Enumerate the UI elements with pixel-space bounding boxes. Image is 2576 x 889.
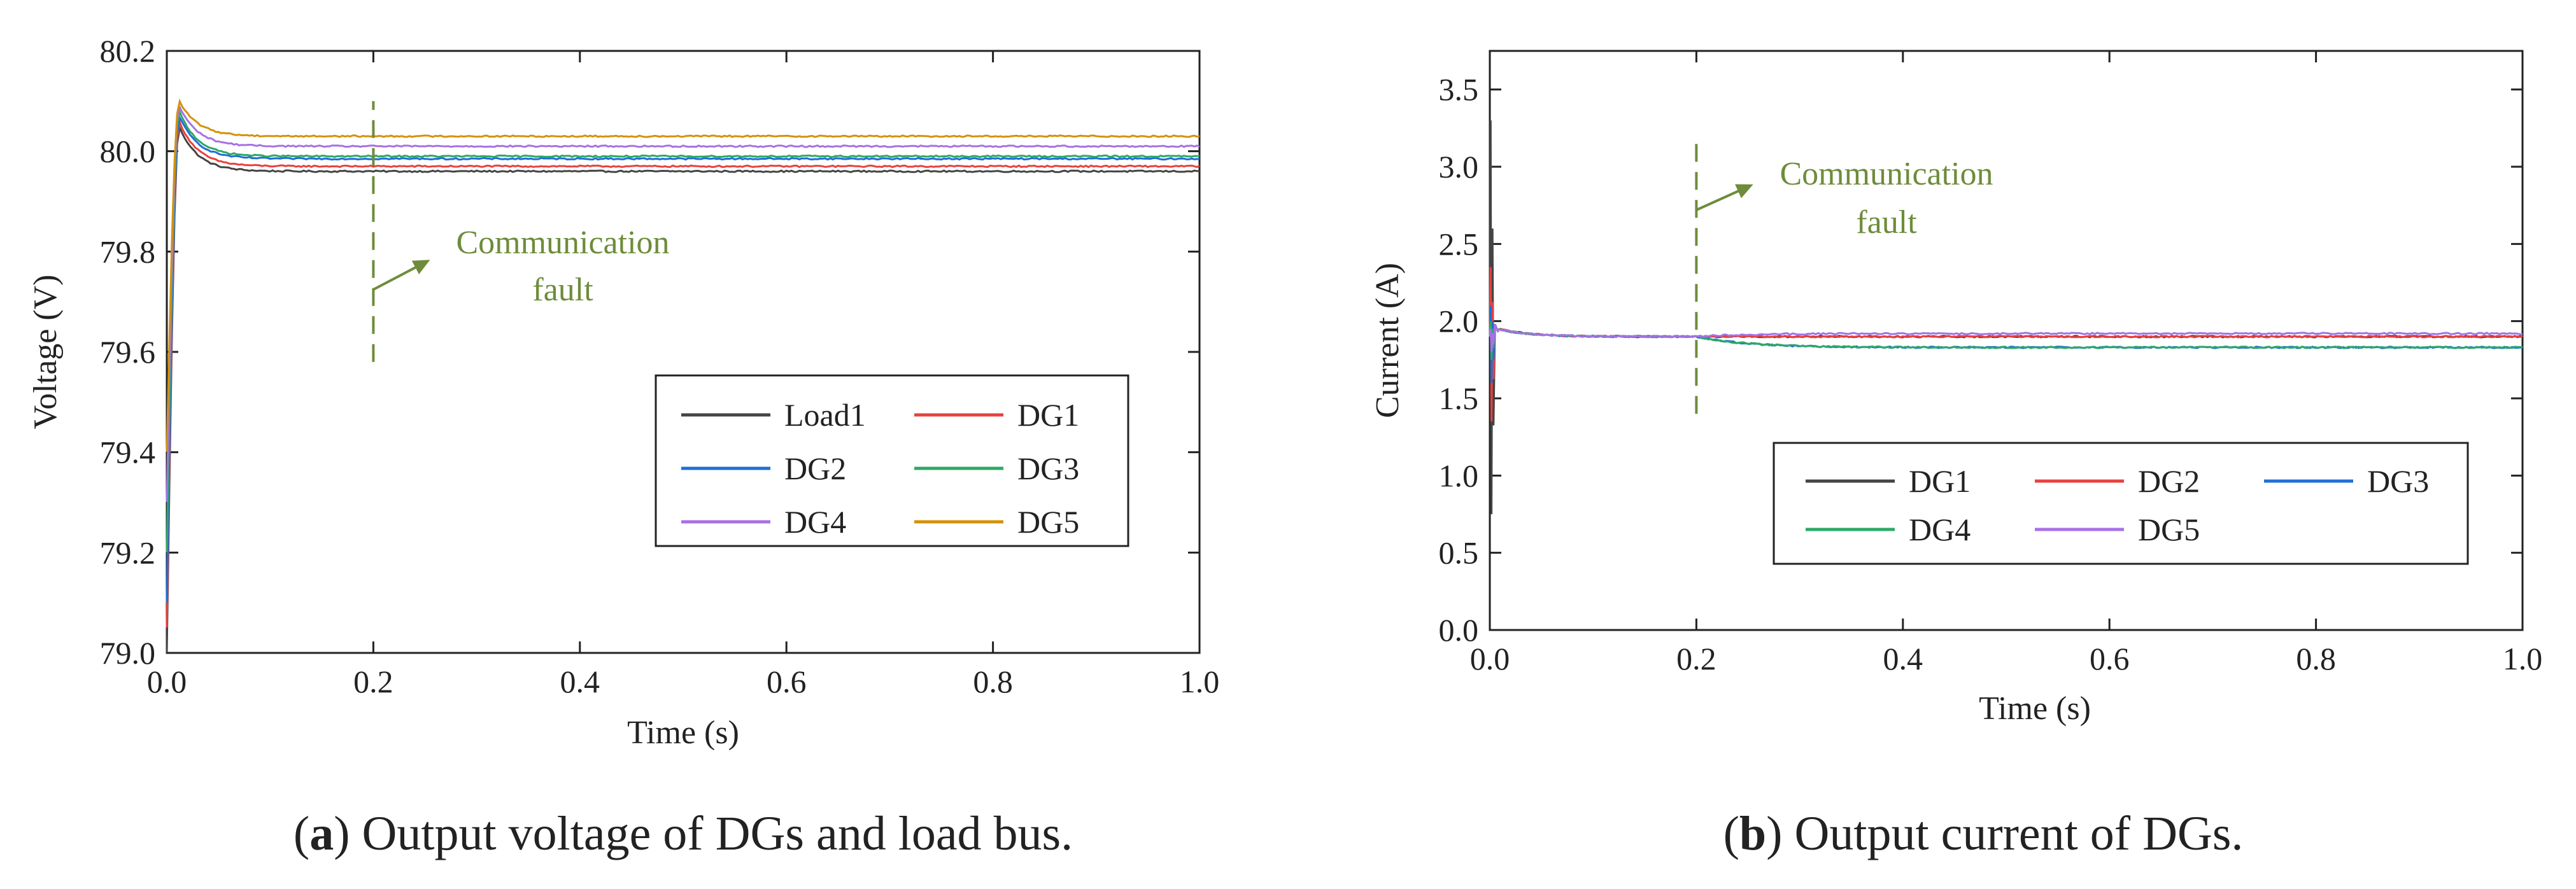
series-line-dg2	[1489, 267, 2523, 422]
y-tick-label: 80.2	[100, 33, 156, 69]
current-x-label: Time (s)	[1979, 690, 2091, 727]
series-line-dg3	[1489, 305, 2523, 383]
series-line-load1	[166, 124, 1200, 653]
voltage-y-label: Voltage (V)	[27, 274, 64, 429]
legend-label-dg5: DG5	[2138, 512, 2200, 547]
series-line-dg4	[166, 104, 1200, 502]
voltage-chart: 0.0 0.2 0.4 0.6 0.8 1.0 79.0 79.2 79.4 79.6 79.8 80…	[27, 33, 1219, 860]
voltage-fault-arrowhead	[411, 260, 430, 274]
y-tick-label: 2.0	[1439, 304, 1479, 339]
voltage-series	[166, 98, 1200, 653]
series-line-dg5	[166, 98, 1200, 452]
legend-label-dg5: DG5	[1017, 504, 1079, 540]
voltage-x-label: Time (s)	[627, 715, 739, 751]
x-tick-label: 0.8	[973, 664, 1013, 699]
voltage-annotation-line2: fault	[532, 272, 593, 308]
legend-label-dg3: DG3	[1017, 451, 1079, 486]
y-tick-label: 79.4	[100, 435, 156, 470]
legend-label-dg3: DG3	[2367, 463, 2429, 499]
voltage-annotation: Communication fault	[372, 101, 670, 362]
current-caption: (b) Output current of DGs.	[1723, 807, 2244, 860]
y-tick-label: 80.0	[100, 134, 156, 169]
voltage-legend: Load1 DG1 DG2 DG3 DG4 DG5	[655, 374, 1129, 547]
series-line-dg5	[1489, 323, 2523, 353]
current-ticks: 0.0 0.2 0.4 0.6 0.8 1.0 0.0 0.5 1.0 1.5 2.0 2.5 3.0 3…	[1439, 51, 2543, 676]
current-legend: DG1 DG2 DG3 DG4 DG5	[1773, 442, 2469, 565]
current-chart: 0.0 0.2 0.4 0.6 0.8 1.0 0.0 0.5 1.0 1.5 2.0 2.5 3.0 3…	[1369, 50, 2543, 860]
x-tick-label: 0.8	[2296, 641, 2336, 676]
y-tick-label: 1.0	[1439, 458, 1479, 493]
current-annotation-line1: Communication	[1780, 156, 1993, 192]
voltage-caption: (a) Output voltage of DGs and load bus.	[294, 807, 1073, 860]
legend-label-dg4: DG4	[1909, 512, 1971, 547]
x-tick-label: 1.0	[2503, 641, 2543, 676]
voltage-ticks: 0.0 0.2 0.4 0.6 0.8 1.0 79.0 79.2 79.4 79.6 79.8 80…	[100, 33, 1220, 699]
legend-label-dg2: DG2	[784, 451, 846, 486]
legend-label-dg1: DG1	[1909, 463, 1971, 499]
legend-label-load1: Load1	[784, 397, 866, 433]
current-y-label: Current (A)	[1369, 263, 1406, 418]
y-tick-label: 0.0	[1439, 612, 1479, 648]
series-line-dg3	[166, 108, 1200, 552]
current-plot-area	[1489, 50, 2524, 631]
current-caption-letter: b	[1739, 807, 1766, 860]
x-tick-label: 0.0	[1470, 641, 1510, 676]
x-tick-label: 1.0	[1180, 664, 1220, 699]
current-series	[1489, 120, 2523, 515]
current-annotation: Communication fault	[1695, 136, 1993, 414]
series-line-dg4	[1489, 321, 2523, 360]
voltage-annotation-line1: Communication	[456, 225, 669, 261]
y-tick-label: 3.5	[1439, 72, 1479, 108]
voltage-caption-text: Output voltage of DGs and load bus.	[350, 807, 1073, 860]
voltage-plot-area	[166, 50, 1201, 654]
voltage-caption-letter: a	[309, 807, 334, 860]
legend-label-dg4: DG4	[784, 504, 846, 540]
y-tick-label: 79.2	[100, 535, 156, 570]
y-tick-label: 79.6	[100, 334, 156, 370]
x-tick-label: 0.0	[147, 664, 187, 699]
y-tick-label: 3.0	[1439, 149, 1479, 185]
current-caption-text: Output current of DGs.	[1782, 807, 2243, 860]
current-annotation-line2: fault	[1856, 204, 1917, 241]
current-fault-arrowhead	[1735, 184, 1753, 199]
legend-label-dg1: DG1	[1017, 397, 1079, 433]
current-legend-box	[1773, 442, 2469, 565]
series-line-dg2	[166, 115, 1200, 603]
x-tick-label: 0.4	[560, 664, 600, 699]
y-tick-label: 2.5	[1439, 226, 1479, 262]
y-tick-label: 1.5	[1439, 381, 1479, 416]
y-tick-label: 0.5	[1439, 535, 1479, 571]
legend-label-dg2: DG2	[2138, 463, 2200, 499]
x-tick-label: 0.2	[1676, 641, 1716, 676]
series-line-dg1	[166, 118, 1200, 628]
y-tick-label: 79.8	[100, 234, 156, 269]
x-tick-label: 0.4	[1883, 641, 1923, 676]
voltage-legend-box	[655, 374, 1129, 547]
y-tick-label: 79.0	[100, 635, 156, 671]
x-tick-label: 0.6	[2090, 641, 2130, 676]
x-tick-label: 0.2	[353, 664, 393, 699]
x-tick-label: 0.6	[767, 664, 807, 699]
